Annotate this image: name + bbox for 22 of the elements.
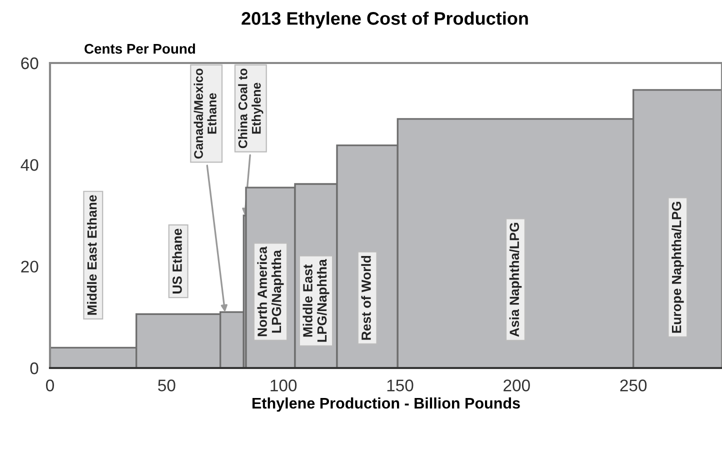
annotation: North America LPG/Naphtha xyxy=(257,246,284,336)
annotation: Rest of World xyxy=(361,256,371,340)
x-tick-label: 100 xyxy=(270,380,297,392)
y-axis-title: Cents Per Pound xyxy=(84,44,195,54)
annotation: US Ethane xyxy=(172,228,182,294)
annotation: Middle East LPG/Naphtha xyxy=(302,259,330,342)
x-tick-label: 150 xyxy=(387,380,414,392)
annotation: Canada/Mexico Ethane xyxy=(194,68,216,159)
x-tick-label: 200 xyxy=(504,380,530,392)
x-tick-label: 250 xyxy=(620,380,647,392)
annotation: China Coal to Ethylene xyxy=(238,68,264,148)
chart-title: 2013 Ethylene Cost of Production xyxy=(242,12,528,28)
y-tick-label: 0 xyxy=(30,362,38,374)
x-tick-label: 50 xyxy=(158,380,176,392)
x-tick-label: 0 xyxy=(46,380,54,392)
y-tick-label: 60 xyxy=(21,57,38,70)
y-tick-label: 40 xyxy=(20,159,38,171)
annotation: Middle East Ethane xyxy=(87,195,97,315)
annotation: Europe Naphtha/LPG xyxy=(672,202,684,333)
x-axis-title: Ethylene Production - Billion Pounds xyxy=(252,397,520,412)
annotation: Asia Naphtha/LPG xyxy=(509,222,522,337)
y-tick-label: 20 xyxy=(21,260,38,273)
